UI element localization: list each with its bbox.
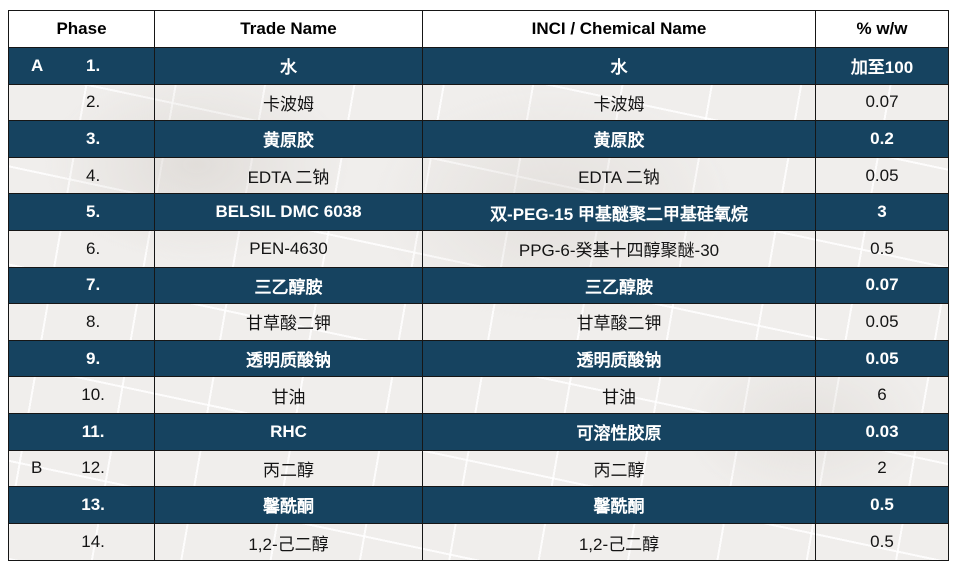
ingredient-number: 11. — [81, 421, 105, 441]
header-percent-ww-label: % w/w — [856, 19, 908, 38]
trade-name-cell: 黄原胶 — [155, 121, 423, 157]
phase-cell: 14. — [9, 523, 155, 561]
table-row-9: 9. 透明质酸钠 透明质酸钠 0.05 — [9, 340, 948, 378]
table-row-2: 2. 卡波姆 卡波姆 0.07 — [9, 84, 948, 122]
inci-name-cell: 水 — [423, 48, 816, 84]
ingredient-number: 6. — [86, 238, 101, 258]
trade-name-cell: RHC — [155, 413, 423, 450]
header-phase: Phase — [9, 11, 155, 47]
percent-ww-cell: 0.5 — [870, 532, 894, 552]
inci-name-cell: 1,2-己二醇 — [423, 523, 816, 561]
phase-cell: 6. — [9, 230, 155, 267]
inci-name-cell: PPG-6-癸基十四醇聚醚-30 — [423, 230, 816, 267]
phase-cell: 5. — [9, 194, 155, 230]
table-row-8: 8. 甘草酸二钾 甘草酸二钾 0.05 — [9, 304, 948, 341]
percent-ww-cell: 0.5 — [870, 494, 894, 514]
table-row-4: 4. EDTA 二钠 EDTA 二钠 0.05 — [9, 157, 948, 195]
header-phase-label: Phase — [56, 19, 107, 38]
ingredient-number: 2. — [86, 92, 101, 112]
percent-ww-cell: 0.5 — [870, 238, 894, 258]
phase-cell: 3. — [9, 121, 155, 157]
trade-name-cell: 水 — [155, 48, 423, 84]
phase-cell: 9. — [9, 340, 155, 377]
inci-name-cell: 甘草酸二钾 — [423, 304, 816, 340]
table-row-7: 7. 三乙醇胺 三乙醇胺 0.07 — [9, 267, 948, 305]
table-row-12: B 12. 丙二醇 丙二醇 2 — [9, 450, 948, 488]
ingredient-number: 14. — [81, 532, 105, 552]
inci-name-cell: 黄原胶 — [423, 121, 816, 157]
percent-ww-cell: 6 — [877, 385, 887, 405]
trade-name-cell: 三乙醇胺 — [155, 267, 423, 304]
trade-name-cell: 透明质酸钠 — [155, 340, 423, 377]
phase-letter: B — [31, 458, 43, 478]
inci-name-cell: 透明质酸钠 — [423, 340, 816, 377]
ingredient-number: 9. — [86, 348, 101, 368]
percent-ww-cell: 0.07 — [865, 92, 899, 112]
trade-name-cell: 1,2-己二醇 — [155, 523, 423, 561]
table-row-5: 5. BELSIL DMC 6038 双-PEG-15 甲基醚聚二甲基硅氧烷 3 — [9, 194, 948, 231]
percent-ww-cell: 0.05 — [865, 165, 899, 185]
ingredient-number: 7. — [86, 275, 101, 295]
percent-ww-cell: 0.03 — [865, 421, 899, 441]
ingredient-number: 1. — [86, 55, 101, 75]
table-row-6: 6. PEN-4630 PPG-6-癸基十四醇聚醚-30 0.5 — [9, 230, 948, 268]
table-row-11: 11. RHC 可溶性胶原 0.03 — [9, 413, 948, 451]
table-body: A 1. 水 水 加至100 2. 卡波姆 卡波姆 0.07 3. 黄原胶 黄原… — [9, 48, 948, 561]
trade-name-cell: 卡波姆 — [155, 84, 423, 121]
inci-name-cell: 卡波姆 — [423, 84, 816, 121]
percent-ww-cell: 0.05 — [865, 311, 899, 331]
percent-ww-cell: 3 — [877, 202, 887, 222]
header-trade-name-label: Trade Name — [240, 19, 337, 38]
phase-cell: 4. — [9, 157, 155, 194]
percent-ww-cell: 2 — [877, 458, 887, 478]
trade-name-cell: 馨酰酮 — [155, 487, 423, 523]
header-trade-name: Trade Name — [155, 11, 423, 47]
table-header-row: Phase Trade Name INCI / Chemical Name % … — [9, 11, 948, 48]
table-row-10: 10. 甘油 甘油 6 — [9, 377, 948, 414]
phase-cell: 2. — [9, 84, 155, 121]
inci-name-cell: 馨酰酮 — [423, 487, 816, 523]
header-inci-chemical-name: INCI / Chemical Name — [423, 11, 816, 47]
phase-cell: 8. — [9, 304, 155, 340]
table-row-14: 14. 1,2-己二醇 1,2-己二醇 0.5 — [9, 523, 948, 561]
formulation-table: Phase Trade Name INCI / Chemical Name % … — [8, 10, 949, 562]
header-inci-chemical-name-label: INCI / Chemical Name — [531, 19, 707, 38]
ingredient-number: 10. — [81, 385, 105, 405]
inci-name-cell: 可溶性胶原 — [423, 413, 816, 450]
percent-ww-cell: 0.07 — [865, 275, 899, 295]
inci-name-cell: 三乙醇胺 — [423, 267, 816, 304]
phase-cell: 10. — [9, 377, 155, 413]
phase-cell: 13. — [9, 487, 155, 523]
ingredient-number: 8. — [86, 311, 101, 331]
ingredient-number: 5. — [86, 202, 101, 222]
phase-cell: A 1. — [9, 48, 155, 84]
inci-name-cell: 丙二醇 — [423, 450, 816, 487]
percent-ww-cell: 0.2 — [870, 128, 894, 148]
ingredient-number: 12. — [81, 458, 105, 478]
phase-cell: B 12. — [9, 450, 155, 487]
trade-name-cell: EDTA 二钠 — [155, 157, 423, 194]
header-percent-ww: % w/w — [816, 11, 948, 47]
phase-letter: A — [31, 55, 44, 75]
inci-name-cell: 双-PEG-15 甲基醚聚二甲基硅氧烷 — [423, 194, 816, 230]
trade-name-cell: 甘油 — [155, 377, 423, 413]
table-row-1: A 1. 水 水 加至100 — [9, 48, 948, 85]
inci-name-cell: 甘油 — [423, 377, 816, 413]
phase-cell: 11. — [9, 413, 155, 450]
percent-ww-cell: 加至100 — [850, 58, 914, 78]
table-row-13: 13. 馨酰酮 馨酰酮 0.5 — [9, 487, 948, 524]
ingredient-number: 13. — [81, 494, 105, 514]
table-row-3: 3. 黄原胶 黄原胶 0.2 — [9, 121, 948, 158]
trade-name-cell: 甘草酸二钾 — [155, 304, 423, 340]
phase-cell: 7. — [9, 267, 155, 304]
ingredient-number: 3. — [86, 128, 101, 148]
trade-name-cell: PEN-4630 — [155, 230, 423, 267]
trade-name-cell: BELSIL DMC 6038 — [155, 194, 423, 230]
trade-name-cell: 丙二醇 — [155, 450, 423, 487]
inci-name-cell: EDTA 二钠 — [423, 157, 816, 194]
ingredient-number: 4. — [86, 165, 101, 185]
percent-ww-cell: 0.05 — [865, 348, 899, 368]
